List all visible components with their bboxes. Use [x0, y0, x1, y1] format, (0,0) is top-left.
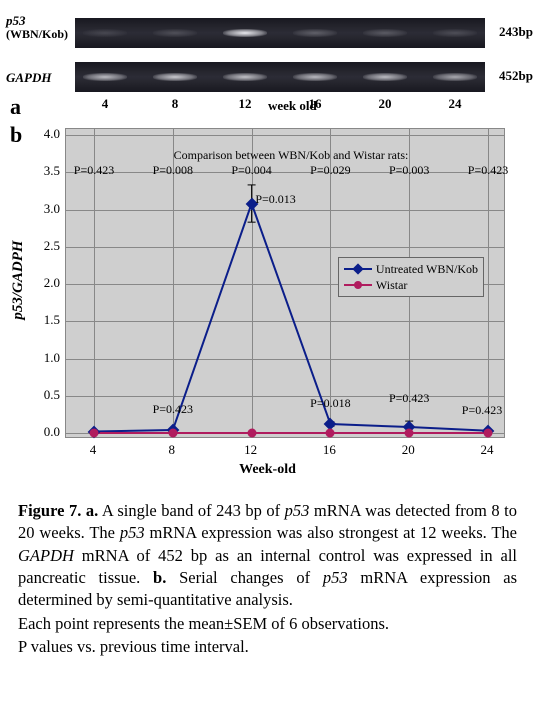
series-marker	[90, 429, 99, 438]
point-p-value: P=0.013	[255, 192, 295, 207]
gel-x-tick: 8	[172, 96, 179, 112]
gel-size-452: 452bp	[499, 68, 533, 84]
chart-x-tick-label: 20	[402, 442, 415, 458]
caption-line-3: P values vs. previous time interval.	[18, 636, 517, 658]
legend-label: Wistar	[376, 278, 408, 293]
chart-y-tick-label: 3.5	[44, 163, 60, 179]
series-marker	[247, 429, 256, 438]
gel-x-tick: 12	[239, 96, 252, 112]
series-marker	[405, 429, 414, 438]
chart-y-tick-label: 2.5	[44, 238, 60, 254]
gel-x-tick: 4	[102, 96, 109, 112]
series-marker	[168, 429, 177, 438]
caption-line-2: Each point represents the mean±SEM of 6 …	[18, 613, 517, 635]
gel-row-label-p53: p53 (WBN/Kob)	[6, 14, 68, 40]
panel-a: p53 (WBN/Kob) 243bp GAPDH 452bp a 481216…	[0, 0, 535, 120]
gel-row-label-gapdh: GAPDH	[6, 70, 52, 86]
point-p-value: P=0.018	[310, 396, 350, 411]
chart-y-tick-label: 0.0	[44, 424, 60, 440]
chart-y-tick-label: 1.5	[44, 312, 60, 328]
gel-row-gapdh	[75, 62, 485, 92]
chart-y-tick-label: 2.0	[44, 275, 60, 291]
chart-y-tick-label: 4.0	[44, 126, 60, 142]
gel-x-tick: 20	[379, 96, 392, 112]
chart-y-tick-label: 1.0	[44, 350, 60, 366]
chart-x-label: Week-old	[239, 462, 296, 478]
chart-y-tick-label: 0.5	[44, 387, 60, 403]
panel-b-letter: b	[10, 122, 22, 148]
point-p-value: P=0.423	[389, 391, 429, 406]
chart-legend: Untreated WBN/KobWistar	[338, 257, 484, 297]
chart-y-label: p53/GADPH	[10, 240, 27, 319]
gel-size-243: 243bp	[499, 24, 533, 40]
series-marker	[326, 429, 335, 438]
figure-caption: Figure 7. a. A single band of 243 bp of …	[0, 490, 535, 662]
chart-x-tick-label: 16	[323, 442, 336, 458]
panel-b: b Comparison between WBN/Kob and Wistar …	[0, 120, 535, 490]
chart-plot-area: Comparison between WBN/Kob and Wistar ra…	[65, 128, 505, 438]
figure-7: p53 (WBN/Kob) 243bp GAPDH 452bp a 4 8 12 16…	[0, 0, 535, 662]
gel-row-p53	[75, 18, 485, 48]
chart-y-tick-label: 3.0	[44, 201, 60, 217]
gel-x-tick: 24	[449, 96, 462, 112]
point-p-value: P=0.423	[153, 402, 193, 417]
chart-x-tick-label: 24	[481, 442, 494, 458]
chart-x-tick-label: 12	[244, 442, 257, 458]
point-p-value: P=0.423	[462, 403, 502, 418]
caption-fig-label: Figure 7.	[18, 501, 81, 520]
series-marker	[484, 429, 493, 438]
gel-x-label: week old	[268, 98, 317, 114]
chart-x-tick-label: 8	[169, 442, 176, 458]
legend-label: Untreated WBN/Kob	[376, 262, 478, 277]
chart-x-tick-label: 4	[90, 442, 97, 458]
panel-a-letter: a	[10, 94, 21, 120]
